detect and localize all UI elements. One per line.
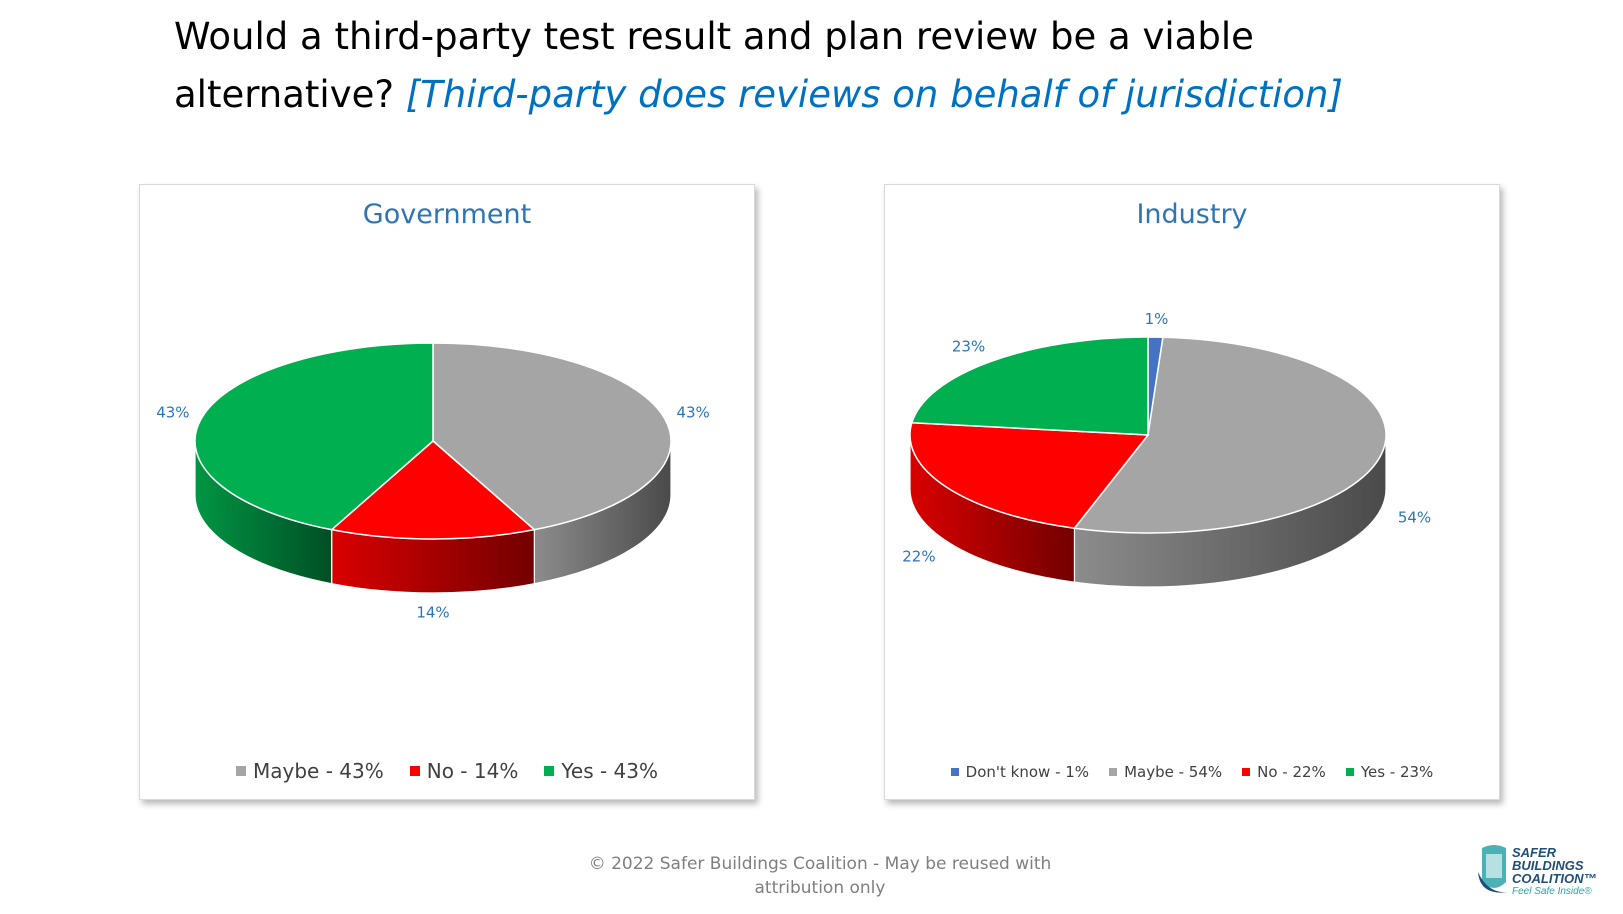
pie-slices-government <box>194 342 672 540</box>
data-label-don-t-know: 1% <box>1145 310 1169 328</box>
legend-label-no: No - 22% <box>1257 763 1326 781</box>
legend-label-don-t-know: Don't know - 1% <box>965 763 1090 781</box>
legend-item-don-t-know: Don't know - 1% <box>950 763 1090 781</box>
legend-swatch-yes <box>544 766 555 776</box>
legend-item-no: No - 14% <box>409 759 519 783</box>
data-label-yes: 23% <box>952 338 985 356</box>
legend-item-maybe: Maybe - 43% <box>236 759 384 783</box>
legend-item-no: No - 22% <box>1242 763 1326 781</box>
legend-swatch-yes <box>1345 768 1354 776</box>
legend-item-maybe: Maybe - 54% <box>1109 763 1222 781</box>
legend-swatch-don-t-know <box>950 768 959 776</box>
logo-line1: SAFER <box>1512 845 1557 860</box>
logo-tm: ™ <box>1583 871 1597 886</box>
pie-slice-no <box>330 440 536 540</box>
slide-title-text: Would a third-party test result and plan… <box>174 15 1254 116</box>
chart-panel-government: 43% 14% 43% Government Maybe - 43% No - 14%… <box>139 184 755 800</box>
data-labels-industry: 1% 54% 22% 23% <box>902 310 1431 566</box>
legend-label-yes: Yes - 23% <box>1360 763 1434 781</box>
pie-slice-no <box>909 421 1150 530</box>
legend-swatch-no <box>1242 768 1251 776</box>
data-label-maybe: 43% <box>676 404 709 422</box>
slide-subtitle: [Third-party does reviews on behalf of j… <box>405 73 1343 116</box>
logo-wordmark: SAFER BUILDINGS COALITION™ Feel Safe Ins… <box>1512 846 1616 898</box>
pie-chart-government: 43% 14% 43% <box>156 342 710 622</box>
data-labels-government: 43% 14% 43% <box>156 404 710 622</box>
logo-tagline: Feel Safe Inside® <box>1512 886 1592 897</box>
chart-title-industry: Industry <box>1136 199 1248 230</box>
legend-label-maybe: Maybe - 54% <box>1124 763 1223 781</box>
slide-title: Would a third-party test result and plan… <box>174 8 1474 124</box>
building-emblem-icon <box>1478 845 1508 893</box>
chart-panel-industry: 1% 54% 22% 23% Industry Don't know - 1% Mayb… <box>884 184 1500 800</box>
legend-item-yes: Yes - 23% <box>1345 763 1434 781</box>
footer-copyright: © 2022 Safer Buildings Coalition - May b… <box>588 854 1052 898</box>
pie-slice-yes <box>910 336 1149 436</box>
data-label-no: 14% <box>416 603 449 621</box>
pie-slices-industry <box>909 336 1387 534</box>
legend-government: Maybe - 43% No - 14% Yes - 43% <box>140 759 754 783</box>
logo-line2: BUILDINGS <box>1512 858 1584 873</box>
data-label-no: 22% <box>902 547 935 565</box>
legend-swatch-maybe <box>1109 768 1118 776</box>
legend-label-maybe: Maybe - 43% <box>253 759 384 783</box>
pie-slice-yes <box>194 342 434 531</box>
data-label-yes: 43% <box>156 404 189 422</box>
pie-slice-maybe <box>1073 336 1387 534</box>
legend-swatch-no <box>409 766 420 776</box>
safer-buildings-logo: SAFER BUILDINGS COALITION™ Feel Safe Ins… <box>1474 842 1614 902</box>
chart-title-government: Government <box>362 199 532 230</box>
pie-slice-maybe <box>432 342 672 531</box>
logo-line3: COALITION <box>1512 871 1584 886</box>
data-label-maybe: 54% <box>1398 508 1431 526</box>
legend-label-no: No - 14% <box>426 759 519 783</box>
legend-label-yes: Yes - 43% <box>561 759 658 783</box>
legend-item-yes: Yes - 43% <box>544 759 658 783</box>
legend-swatch-maybe <box>236 766 246 776</box>
pie-chart-industry: 1% 54% 22% 23% <box>902 310 1431 588</box>
legend-industry: Don't know - 1% Maybe - 54% No - 22% Yes - … <box>885 763 1499 781</box>
